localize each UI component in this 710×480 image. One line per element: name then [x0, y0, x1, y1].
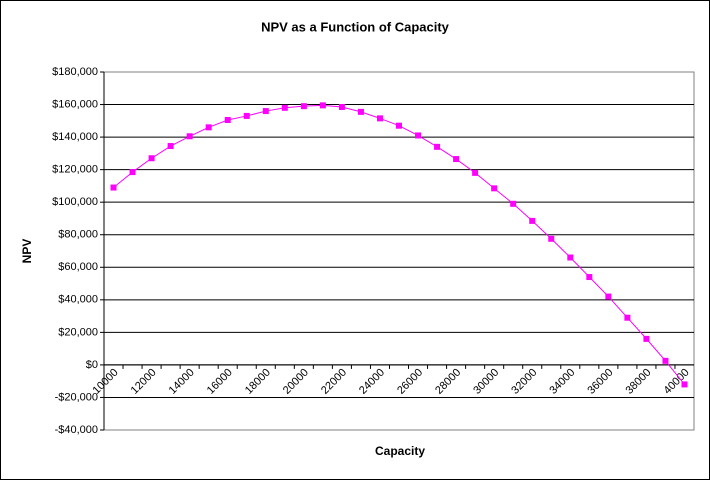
- point-marker: [357, 108, 364, 115]
- point-marker: [529, 217, 536, 224]
- y-tick-label: $40,000: [58, 294, 98, 306]
- point-marker: [224, 117, 231, 124]
- point-marker: [129, 169, 136, 176]
- point-marker: [281, 104, 288, 111]
- y-tick-label: -$20,000: [55, 391, 98, 403]
- point-marker: [567, 254, 574, 261]
- point-marker: [319, 102, 326, 109]
- point-marker: [415, 132, 422, 139]
- point-marker: [453, 156, 460, 163]
- point-marker: [681, 381, 688, 388]
- point-marker: [472, 169, 479, 176]
- y-tick-label: $140,000: [52, 131, 98, 143]
- point-marker: [376, 115, 383, 122]
- point-marker: [605, 293, 612, 300]
- point-marker: [548, 235, 555, 242]
- point-marker: [186, 133, 193, 140]
- point-marker: [262, 108, 269, 115]
- y-tick-label: $0: [86, 359, 98, 371]
- point-marker: [491, 185, 498, 192]
- chart-title: NPV as a Function of Capacity: [261, 19, 450, 34]
- y-tick-label: $180,000: [52, 66, 98, 78]
- y-tick-label: $20,000: [58, 326, 98, 338]
- x-axis-title: Capacity: [375, 444, 425, 458]
- y-tick-label: $80,000: [58, 229, 98, 241]
- point-marker: [205, 124, 212, 131]
- y-tick-label: $60,000: [58, 261, 98, 273]
- point-marker: [243, 112, 250, 119]
- y-tick-label: $160,000: [52, 98, 98, 110]
- y-tick-label: $120,000: [52, 164, 98, 176]
- point-marker: [110, 184, 117, 191]
- point-marker: [167, 143, 174, 150]
- point-marker: [148, 155, 155, 162]
- plot-area: [103, 71, 695, 431]
- point-marker: [643, 335, 650, 342]
- y-axis-title: NPV: [20, 239, 34, 264]
- point-marker: [434, 143, 441, 150]
- point-marker: [338, 103, 345, 110]
- point-marker: [586, 274, 593, 281]
- point-marker: [396, 122, 402, 129]
- y-tick-label: -$40,000: [55, 424, 98, 436]
- point-marker: [510, 200, 517, 207]
- point-marker: [662, 357, 669, 364]
- point-marker: [300, 103, 307, 110]
- point-marker: [624, 314, 631, 321]
- y-tick-label: $100,000: [52, 196, 98, 208]
